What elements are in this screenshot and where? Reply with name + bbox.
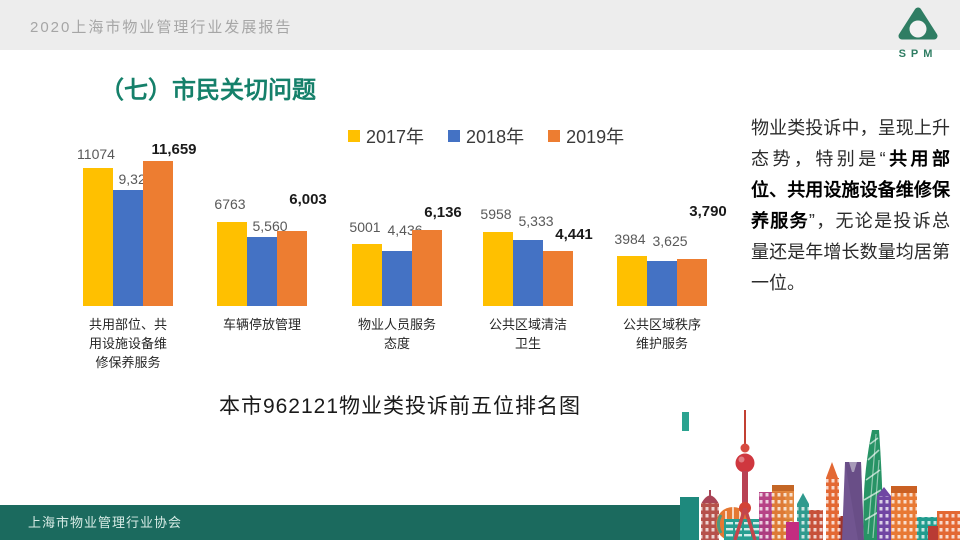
side-text-segment: 物业类投诉中，呈现上升态势，特别是“ [751, 118, 950, 169]
side-text-bold-segment: 共用部位、共用设施设备维修保养服务 [751, 149, 951, 231]
category-label-2: 车辆停放管理 [222, 317, 301, 332]
bar-2019年-group3 [412, 230, 442, 306]
legend-item-2018: 2018年 [448, 123, 524, 149]
legend-swatch-2019 [548, 130, 561, 142]
bar-2018年-group3 [382, 251, 412, 306]
bar-value-label-2018年-group4: 5,333 [518, 213, 554, 229]
category-label-4: 公共区域清洁卫生 [488, 317, 567, 351]
bar-value-label-2018年-group5: 3,625 [652, 233, 688, 249]
legend-label-2018: 2018年 [466, 127, 525, 147]
bar-value-label-2019年-group1: 11,659 [151, 141, 197, 158]
category-label-5: 公共区域秩序维护服务 [622, 317, 701, 351]
bar-value-label-2019年-group3: 6,136 [424, 204, 462, 221]
side-text: 物业类投诉中，呈现上升态势，特别是“共用部位、共用设施设备维修保养服务”，无论是… [751, 113, 950, 299]
bar-2018年-group5 [647, 261, 677, 306]
bar-2017年-group5 [617, 256, 647, 306]
report-title: 2020上海市物业管理行业发展报告 [30, 19, 293, 36]
side-text-segment: ”，无论是投诉总量还是年增长数量均居第一位。 [751, 211, 950, 293]
chart-legend: 2017年 2018年 2019年 [348, 123, 624, 149]
bar-value-label-2017年-group4: 5958 [480, 206, 512, 222]
bar-value-label-2018年-group2: 5,560 [252, 218, 288, 234]
bar-value-label-2019年-group5: 3,790 [689, 203, 727, 220]
legend-swatch-2018 [448, 130, 461, 142]
spm-logo-text: SPM [898, 48, 938, 60]
legend-label-2019: 2019年 [566, 127, 625, 147]
bar-2019年-group1 [143, 161, 173, 306]
bar-2018年-group2 [247, 237, 277, 306]
footer-org-name: 上海市物业管理行业协会 [28, 515, 183, 530]
bar-value-label-2017年-group1: 11074 [77, 146, 115, 162]
bar-2017年-group3 [352, 244, 382, 306]
header-band: 2020上海市物业管理行业发展报告 SPM [0, 0, 960, 60]
footer-bar: 上海市物业管理行业协会 [0, 505, 700, 540]
legend-label-2017: 2017年 [366, 127, 425, 147]
chart-caption: 本市962121物业类投诉前五位排名图 [218, 395, 582, 418]
bar-2019年-group2 [277, 231, 307, 306]
bar-2019年-group5 [677, 259, 707, 306]
bar-2017年-group1 [83, 168, 113, 306]
bar-2018年-group4 [513, 240, 543, 306]
legend-swatch-2017 [348, 130, 360, 142]
spm-triangle-logo-icon [898, 7, 938, 40]
category-label-1: 共用部位、共用设施设备维修保养服务 [88, 317, 167, 370]
bar-2017年-group2 [217, 222, 247, 306]
bar-value-label-2017年-group5: 3984 [614, 231, 646, 247]
bar-value-label-2017年-group3: 5001 [349, 219, 381, 235]
bar-value-label-2019年-group2: 6,003 [289, 191, 327, 208]
bar-value-label-2019年-group4: 4,441 [555, 226, 593, 243]
bar-value-label-2017年-group2: 6763 [214, 196, 246, 212]
bar-2018年-group1 [113, 190, 143, 306]
page-title: （七）市民关切问题 [100, 77, 316, 104]
bar-2019年-group4 [543, 251, 573, 306]
legend-item-2019: 2019年 [548, 123, 624, 149]
bar-2017年-group4 [483, 232, 513, 306]
shanghai-skyline-illustration [680, 400, 960, 540]
category-label-3: 物业人员服务态度 [357, 317, 436, 351]
spm-logo: SPM [892, 4, 944, 60]
legend-item-2017: 2017年 [348, 123, 424, 149]
